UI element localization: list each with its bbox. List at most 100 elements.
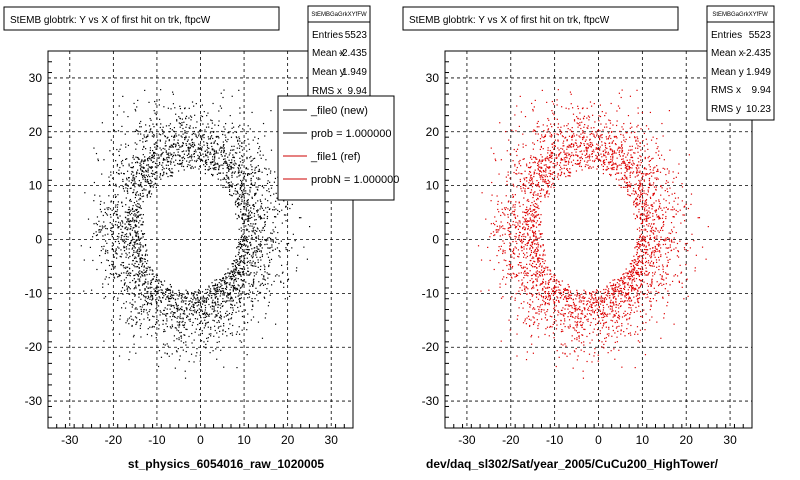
data-point <box>566 297 568 300</box>
data-point <box>200 137 203 140</box>
data-point <box>564 304 567 306</box>
data-point <box>232 171 234 173</box>
data-point <box>223 281 226 284</box>
data-point <box>237 139 239 141</box>
data-point <box>129 221 131 223</box>
data-point <box>151 135 153 137</box>
data-point <box>229 114 231 117</box>
data-point <box>139 164 141 167</box>
data-point <box>139 258 142 260</box>
data-point <box>541 160 544 162</box>
data-point <box>648 210 650 212</box>
data-point <box>240 279 242 281</box>
data-point <box>208 126 210 128</box>
data-point <box>495 231 498 233</box>
data-point <box>248 148 251 151</box>
data-point <box>134 294 136 296</box>
data-point <box>622 273 624 276</box>
data-point <box>225 181 228 183</box>
data-point <box>659 229 662 231</box>
data-point <box>210 153 212 155</box>
data-point <box>120 228 122 230</box>
data-point <box>671 193 673 195</box>
data-point <box>95 231 97 233</box>
data-point <box>154 112 156 114</box>
data-point <box>623 288 626 291</box>
data-point <box>153 161 155 163</box>
data-point <box>125 183 127 186</box>
data-point <box>635 263 637 265</box>
data-point <box>599 322 602 324</box>
data-point <box>614 310 617 312</box>
data-point <box>185 143 187 145</box>
data-point <box>569 294 571 296</box>
data-point <box>240 294 242 296</box>
data-point <box>149 152 151 154</box>
data-point <box>158 156 160 158</box>
data-point <box>137 206 139 208</box>
data-point <box>104 234 106 236</box>
data-point <box>161 152 163 155</box>
data-point <box>620 330 622 332</box>
data-point <box>577 108 579 110</box>
data-point <box>165 150 167 152</box>
data-point <box>98 220 100 222</box>
data-point <box>645 173 647 175</box>
data-point <box>128 252 130 254</box>
data-point <box>270 170 272 172</box>
data-point <box>195 291 197 293</box>
data-point <box>156 280 158 282</box>
data-point <box>649 308 651 311</box>
data-point <box>177 154 179 156</box>
data-point <box>611 142 613 144</box>
data-point <box>647 253 649 256</box>
data-point <box>569 172 572 174</box>
data-point <box>216 283 219 286</box>
data-point <box>259 178 261 180</box>
data-point <box>140 298 142 300</box>
data-point <box>625 282 627 284</box>
data-point <box>608 306 610 308</box>
data-point <box>624 335 626 337</box>
data-point <box>614 143 617 145</box>
data-point <box>641 183 643 185</box>
data-point <box>649 255 651 257</box>
data-point <box>239 241 241 243</box>
data-point <box>132 336 135 338</box>
data-point <box>204 172 206 175</box>
data-point <box>498 229 500 231</box>
data-point <box>230 149 232 151</box>
data-point <box>194 160 196 162</box>
data-point <box>158 161 161 164</box>
data-point <box>252 184 254 186</box>
data-point <box>518 253 521 255</box>
data-point <box>621 366 623 368</box>
data-point <box>182 142 184 145</box>
data-point <box>222 96 224 99</box>
data-point <box>568 297 570 299</box>
data-point <box>147 297 149 300</box>
data-point <box>618 92 620 94</box>
data-point <box>236 259 238 261</box>
data-point <box>180 146 182 148</box>
data-point <box>164 135 166 137</box>
data-point <box>272 222 274 224</box>
data-point <box>222 305 224 307</box>
data-point <box>131 303 133 306</box>
data-point <box>249 262 251 264</box>
data-point <box>114 265 116 268</box>
data-point <box>163 331 165 333</box>
data-point <box>115 160 117 162</box>
data-point <box>237 197 239 199</box>
data-point <box>586 360 588 363</box>
data-point <box>599 149 601 151</box>
data-point <box>543 267 545 269</box>
data-point <box>129 244 131 247</box>
data-point <box>547 302 549 305</box>
data-point <box>125 183 127 185</box>
data-point <box>576 309 579 311</box>
data-point <box>216 288 218 291</box>
data-point <box>525 323 527 325</box>
data-point <box>639 235 641 238</box>
data-point <box>579 136 581 138</box>
